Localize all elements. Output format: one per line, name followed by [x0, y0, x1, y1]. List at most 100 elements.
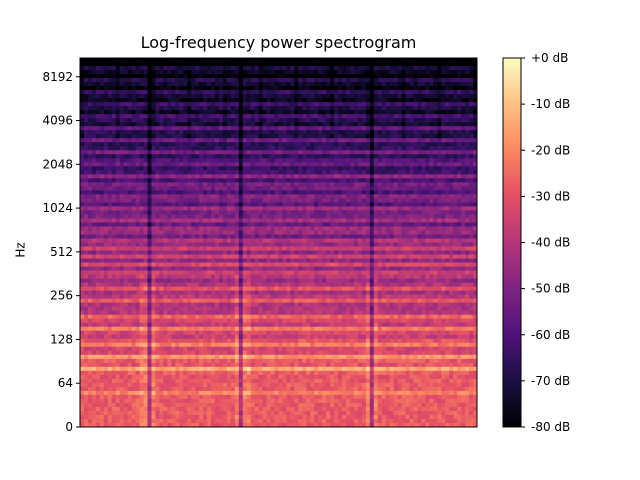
heatmap-cell: [429, 242, 434, 247]
heatmap-cell: [405, 246, 410, 251]
heatmap-cell: [377, 94, 383, 99]
heatmap-cell: [183, 150, 188, 155]
heatmap-cell: [203, 110, 208, 115]
heatmap-cell: [282, 62, 287, 67]
heatmap-cell: [433, 122, 438, 127]
heatmap-cell: [349, 250, 355, 255]
heatmap-cell: [385, 66, 391, 71]
heatmap-cell: [417, 246, 422, 251]
heatmap-cell: [381, 214, 387, 219]
heatmap-cell: [167, 254, 172, 259]
heatmap-cell: [401, 162, 406, 167]
heatmap-cell: [87, 198, 93, 203]
heatmap-cell: [135, 86, 140, 91]
heatmap-cell: [330, 102, 335, 107]
heatmap-cell: [167, 242, 172, 247]
heatmap-cell: [179, 210, 184, 215]
heatmap-cell: [286, 106, 291, 111]
heatmap-cell: [401, 222, 406, 227]
heatmap-cell: [361, 218, 367, 223]
heatmap-cell: [147, 130, 152, 135]
heatmap-cell: [409, 58, 414, 63]
heatmap-cell: [147, 62, 152, 67]
heatmap-cell: [473, 214, 477, 219]
heatmap-cell: [421, 86, 426, 91]
heatmap-cell: [242, 62, 248, 67]
heatmap-cell: [437, 78, 442, 83]
heatmap-cell: [95, 70, 101, 75]
heatmap-cell: [266, 118, 271, 123]
heatmap-cell: [433, 78, 438, 83]
heatmap-cell: [413, 134, 418, 139]
heatmap-cell: [453, 222, 458, 227]
heatmap-cell: [334, 114, 339, 119]
heatmap-cell: [111, 98, 117, 103]
heatmap-cell: [302, 78, 307, 83]
heatmap-cell: [151, 154, 156, 159]
heatmap-cell: [282, 254, 287, 259]
heatmap-cell: [187, 222, 192, 227]
heatmap-cell: [282, 74, 287, 79]
heatmap-cell: [127, 122, 133, 127]
heatmap-cell: [389, 122, 395, 127]
heatmap-cell: [290, 74, 295, 79]
heatmap-cell: [373, 242, 379, 247]
heatmap-cell: [441, 98, 446, 103]
heatmap-cell: [127, 238, 133, 243]
heatmap-cell: [461, 198, 466, 203]
heatmap-cell: [131, 82, 136, 87]
heatmap-cell: [425, 206, 430, 211]
heatmap-cell: [103, 198, 109, 203]
heatmap-cell: [195, 82, 200, 87]
heatmap-cell: [270, 146, 275, 151]
heatmap-cell: [266, 238, 271, 243]
heatmap-cell: [401, 158, 406, 163]
heatmap-cell: [207, 70, 212, 75]
heatmap-cell: [246, 70, 252, 75]
heatmap-cell: [91, 182, 97, 187]
heatmap-cell: [191, 134, 196, 139]
heatmap-cell: [238, 78, 244, 83]
heatmap-cell: [80, 158, 85, 163]
heatmap-cell: [330, 122, 335, 127]
heatmap-cell: [425, 78, 430, 83]
heatmap-cell: [306, 150, 311, 155]
heatmap-cell: [326, 234, 331, 239]
heatmap-cell: [214, 126, 220, 131]
heatmap-cell: [159, 238, 164, 243]
heatmap-cell: [191, 210, 196, 215]
heatmap-cell: [131, 146, 136, 151]
heatmap-cell: [163, 66, 168, 71]
heatmap-cell: [349, 74, 355, 79]
heatmap-cell: [389, 190, 395, 195]
heatmap-cell: [155, 158, 160, 163]
heatmap-cell: [314, 174, 319, 179]
heatmap-cell: [147, 162, 152, 167]
heatmap-cell: [171, 182, 176, 187]
heatmap-cell: [195, 162, 200, 167]
heatmap-cell: [270, 206, 275, 211]
heatmap-cell: [83, 70, 89, 75]
heatmap-cell: [167, 214, 172, 219]
heatmap-cell: [95, 186, 101, 191]
heatmap-cell: [226, 134, 232, 139]
heatmap-cell: [318, 130, 323, 135]
heatmap-cell: [171, 162, 176, 167]
heatmap-cell: [314, 86, 319, 91]
heatmap-cell: [417, 86, 422, 91]
heatmap-cell: [99, 206, 105, 211]
heatmap-cell: [322, 226, 327, 231]
heatmap-cell: [163, 86, 168, 91]
heatmap-cell: [349, 118, 355, 123]
heatmap-cell: [318, 162, 323, 167]
heatmap-cell: [361, 142, 367, 147]
heatmap-cell: [270, 90, 275, 95]
heatmap-cell: [342, 186, 347, 191]
heatmap-cell: [274, 130, 279, 135]
heatmap-cell: [421, 126, 426, 131]
heatmap-cell: [338, 182, 343, 187]
heatmap-cell: [83, 190, 89, 195]
heatmap-cell: [238, 66, 244, 71]
heatmap-cell: [195, 238, 200, 243]
heatmap-cell: [238, 210, 244, 215]
